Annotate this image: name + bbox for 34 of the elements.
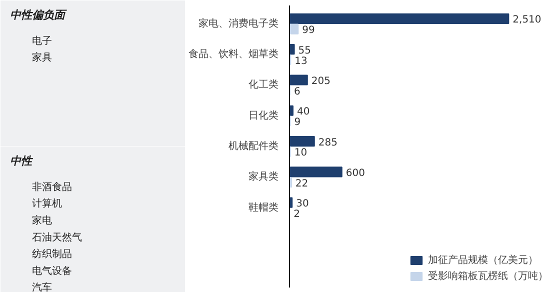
data-label: 30 [296,198,309,210]
y-tick-label: 家电、消费电子类 [198,17,278,30]
text: 家具 [32,52,52,64]
data-label: 10 [294,148,308,159]
data-label: 2 [294,209,300,220]
text: 纺织制品 [32,248,72,260]
data-label: 22 [295,178,308,190]
data-label: 205 [311,76,330,87]
text: 家电 [32,214,52,226]
data-label: 40 [296,106,310,118]
text: 非酒食品 [32,180,72,193]
y-tick-label: 家具类 [248,170,278,183]
y-tick-label: 鞋帽类 [248,201,278,214]
text: 中性偏负面 [10,8,67,22]
data-label: 2,510 [512,14,542,26]
data-label: 600 [346,168,365,179]
text: 电气设备 [32,264,72,277]
legend-label: 加征产品规模（亿美元） [428,254,538,267]
y-tick-label: 日化类 [248,109,278,122]
data-label: 285 [318,137,338,148]
y-tick-label: 食品、饮料、烟草类 [188,48,278,60]
text: 汽车 [32,282,52,292]
text: 石油天然气 [32,231,82,244]
text: 中性 [10,154,34,168]
data-label: 6 [294,86,300,98]
text: 计算机 [32,198,62,210]
data-label: 55 [298,45,312,56]
text: 电子 [32,34,52,47]
data-label: 9 [294,117,301,128]
data-label: 13 [294,56,308,67]
y-tick-label: 机械配件类 [228,140,278,152]
legend-label: 受影响箱板瓦楞纸（万吨） [428,270,548,283]
data-label: 99 [302,25,315,36]
y-tick-label: 化工类 [248,78,278,91]
